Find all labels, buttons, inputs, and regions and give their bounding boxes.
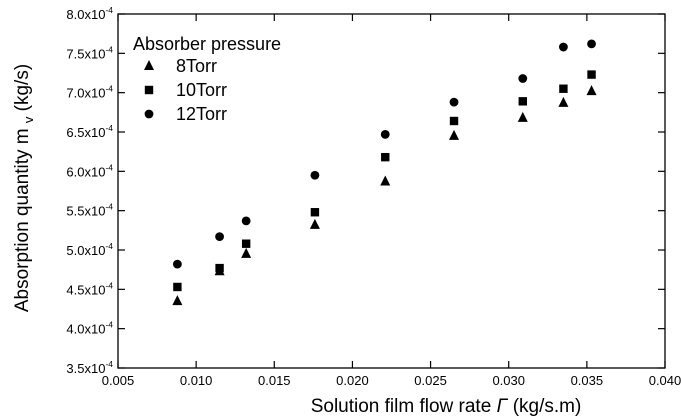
y-tick-label: 5.0x10-4 xyxy=(66,241,113,258)
data-point-circle xyxy=(518,74,528,83)
data-point-circle xyxy=(449,97,459,107)
y-tick-label: 7.5x10-4 xyxy=(66,44,113,61)
x-axis-title-symbol: Γ xyxy=(497,396,509,417)
data-point-circle xyxy=(559,42,568,52)
data-point-circle xyxy=(380,129,390,139)
y-tick-labels: 3.5x10-4 4.0x10-4 4.5x10-4 5.0x10-4 5.5x10-4… xyxy=(66,5,113,376)
data-point-square xyxy=(173,282,182,292)
plot-frame xyxy=(117,13,666,369)
y-axis-title-unit: (kg/s) xyxy=(12,64,33,112)
data-point-triangle xyxy=(172,295,183,306)
data-point-square xyxy=(587,70,596,79)
x-tick-label: 0.010 xyxy=(180,373,213,388)
y-tick-label: 4.0x10-4 xyxy=(66,320,113,337)
data-point-square xyxy=(449,116,459,126)
x-tick-label: 0.020 xyxy=(336,373,369,388)
data-point-circle xyxy=(215,232,224,242)
data-point-square xyxy=(381,152,390,162)
x-tick-labels: 0.005 0.010 0.015 0.020 0.025 0.030 0.035 0.040 xyxy=(102,373,681,388)
y-tick-label: 7.0x10-4 xyxy=(66,84,113,101)
x-axis-title-unit: (kg/s.m) xyxy=(513,396,582,417)
data-points xyxy=(172,39,597,306)
data-point-square xyxy=(518,97,527,106)
data-point-circle xyxy=(587,39,596,49)
legend: Absorber pressure 8Torr 10Torr 12Torr xyxy=(133,34,281,124)
data-point-circle xyxy=(172,259,182,269)
y-axis-title: Absorption quantity m v (kg/s) xyxy=(12,64,38,312)
x-tick-label: 0.035 xyxy=(571,373,604,388)
legend-marker-triangle xyxy=(144,60,154,70)
y-tick-label: 5.5x10-4 xyxy=(66,202,113,219)
x-axis-title: Solution film flow rate Γ (kg/s.m) xyxy=(311,396,582,417)
data-point-square xyxy=(215,263,224,273)
y-tick-label: 4.5x10-4 xyxy=(66,280,113,297)
data-point-square xyxy=(559,84,568,93)
data-point-triangle xyxy=(517,111,528,122)
x-tick-label: 0.005 xyxy=(102,373,135,388)
x-tick-label: 0.015 xyxy=(258,373,291,388)
y-axis-title-text: Absorption quantity m xyxy=(12,128,33,312)
data-point-triangle xyxy=(586,85,597,96)
data-point-circle xyxy=(241,216,251,226)
x-tick-label: 0.030 xyxy=(492,373,525,388)
data-point-circle xyxy=(310,170,320,180)
data-point-triangle xyxy=(380,175,391,186)
y-tick-label: 6.5x10-4 xyxy=(66,123,113,140)
data-point-triangle xyxy=(241,247,252,258)
data-point-triangle xyxy=(449,129,460,140)
data-point-square xyxy=(310,208,320,217)
legend-items: 8Torr 10Torr 12Torr xyxy=(144,56,227,124)
y-axis-title-subscript: v xyxy=(21,116,36,123)
legend-marker-circle xyxy=(144,109,154,119)
x-tick-label: 0.040 xyxy=(649,373,681,388)
x-axis-title-text: Solution film flow rate xyxy=(311,396,492,417)
legend-label: 8Torr xyxy=(176,56,217,76)
data-point-triangle xyxy=(309,218,320,229)
y-tick-label: 6.0x10-4 xyxy=(66,162,113,179)
y-tick-label: 3.5x10-4 xyxy=(66,359,113,376)
legend-label: 12Torr xyxy=(176,104,227,124)
x-tick-label: 0.025 xyxy=(414,373,447,388)
legend-marker-square xyxy=(144,85,154,95)
data-point-square xyxy=(241,239,251,248)
legend-title: Absorber pressure xyxy=(133,34,281,54)
data-point-triangle xyxy=(558,96,569,107)
legend-label: 10Torr xyxy=(176,80,227,100)
y-tick-label: 8.0x10-4 xyxy=(66,5,113,22)
